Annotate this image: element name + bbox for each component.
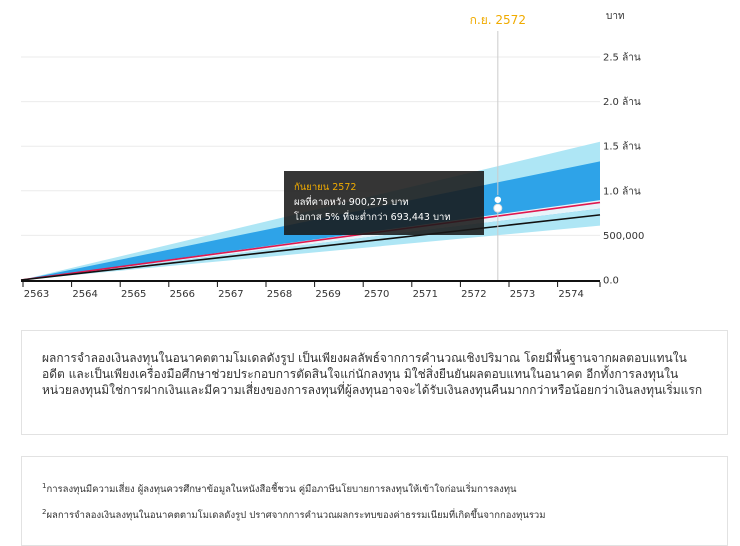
y-tick-label: 1.0 ล้าน — [603, 185, 641, 197]
footnotes-box: 1การลงทุนมีความเสี่ยง ผู้ลงทุนควรศึกษาข้… — [21, 456, 728, 546]
y-axis-ticks: 0.0 500,000 1.0 ล้าน 1.5 ล้าน 2.0 ล้าน 2.5 ล้… — [603, 52, 644, 287]
tooltip-title: กันยายน 2572 — [294, 182, 357, 193]
low-point[interactable] — [493, 203, 503, 213]
y-tick-label: 0.0 — [603, 276, 619, 287]
y-axis-unit: บาท — [606, 11, 625, 22]
footnote-2-number: 2 — [42, 508, 47, 516]
x-tick-label: 2570 — [364, 289, 389, 300]
footnote-2-text: ผลการจำลองเงินลงทุนในอนาคตตามโมเดลดังรูป… — [46, 510, 546, 522]
x-tick-label: 2567 — [218, 289, 243, 300]
marker-label: ก.ย. 2572 — [470, 13, 526, 27]
y-tick-label: 2.0 ล้าน — [603, 96, 641, 108]
x-tick-label: 2574 — [558, 289, 583, 300]
x-tick-label: 2565 — [121, 289, 146, 300]
x-tick-label: 2572 — [461, 289, 486, 300]
x-tick-label: 2563 — [24, 289, 49, 300]
projection-chart[interactable]: ก.ย. 2572 2563 2564 2565 2566 2567 2568 2569 25… — [0, 0, 740, 330]
footnote-1: 1การลงทุนมีความเสี่ยง ผู้ลงทุนควรศึกษาข้… — [42, 479, 707, 505]
chart-tooltip: กันยายน 2572 ผลที่คาดหวัง 900,275 บาท โอ… — [284, 171, 484, 235]
x-tick-label: 2569 — [315, 289, 340, 300]
tooltip-expected: ผลที่คาดหวัง 900,275 บาท — [294, 197, 409, 208]
footnote-2: 2ผลการจำลองเงินลงทุนในอนาคตตามโมเดลดังรู… — [42, 505, 707, 531]
disclaimer-text: ผลการจำลองเงินลงทุนในอนาคตตามโมเดลดังรูป… — [42, 351, 703, 397]
y-tick-label: 2.5 ล้าน — [603, 52, 641, 64]
tooltip-low: โอกาส 5% ที่จะต่ำกว่า 693,443 บาท — [294, 212, 451, 223]
disclaimer-box: ผลการจำลองเงินลงทุนในอนาคตตามโมเดลดังรูป… — [21, 330, 728, 435]
x-tick-label: 2571 — [413, 289, 438, 300]
footnote-1-text: การลงทุนมีความเสี่ยง ผู้ลงทุนควรศึกษาข้อ… — [46, 484, 517, 496]
y-tick-label: 500,000 — [603, 231, 644, 242]
x-tick-label: 2564 — [72, 289, 97, 300]
y-tick-label: 1.5 ล้าน — [603, 141, 641, 153]
x-axis-ticks: 2563 2564 2565 2566 2567 2568 2569 2570 2571 2572… — [22, 282, 601, 300]
x-tick-label: 2566 — [170, 289, 195, 300]
expected-return-line — [20, 201, 601, 281]
invested-amount-line — [20, 214, 601, 281]
x-tick-label: 2568 — [267, 289, 292, 300]
x-tick-label: 2573 — [510, 289, 535, 300]
expected-point[interactable] — [493, 194, 503, 205]
footnote-1-number: 1 — [42, 482, 47, 490]
